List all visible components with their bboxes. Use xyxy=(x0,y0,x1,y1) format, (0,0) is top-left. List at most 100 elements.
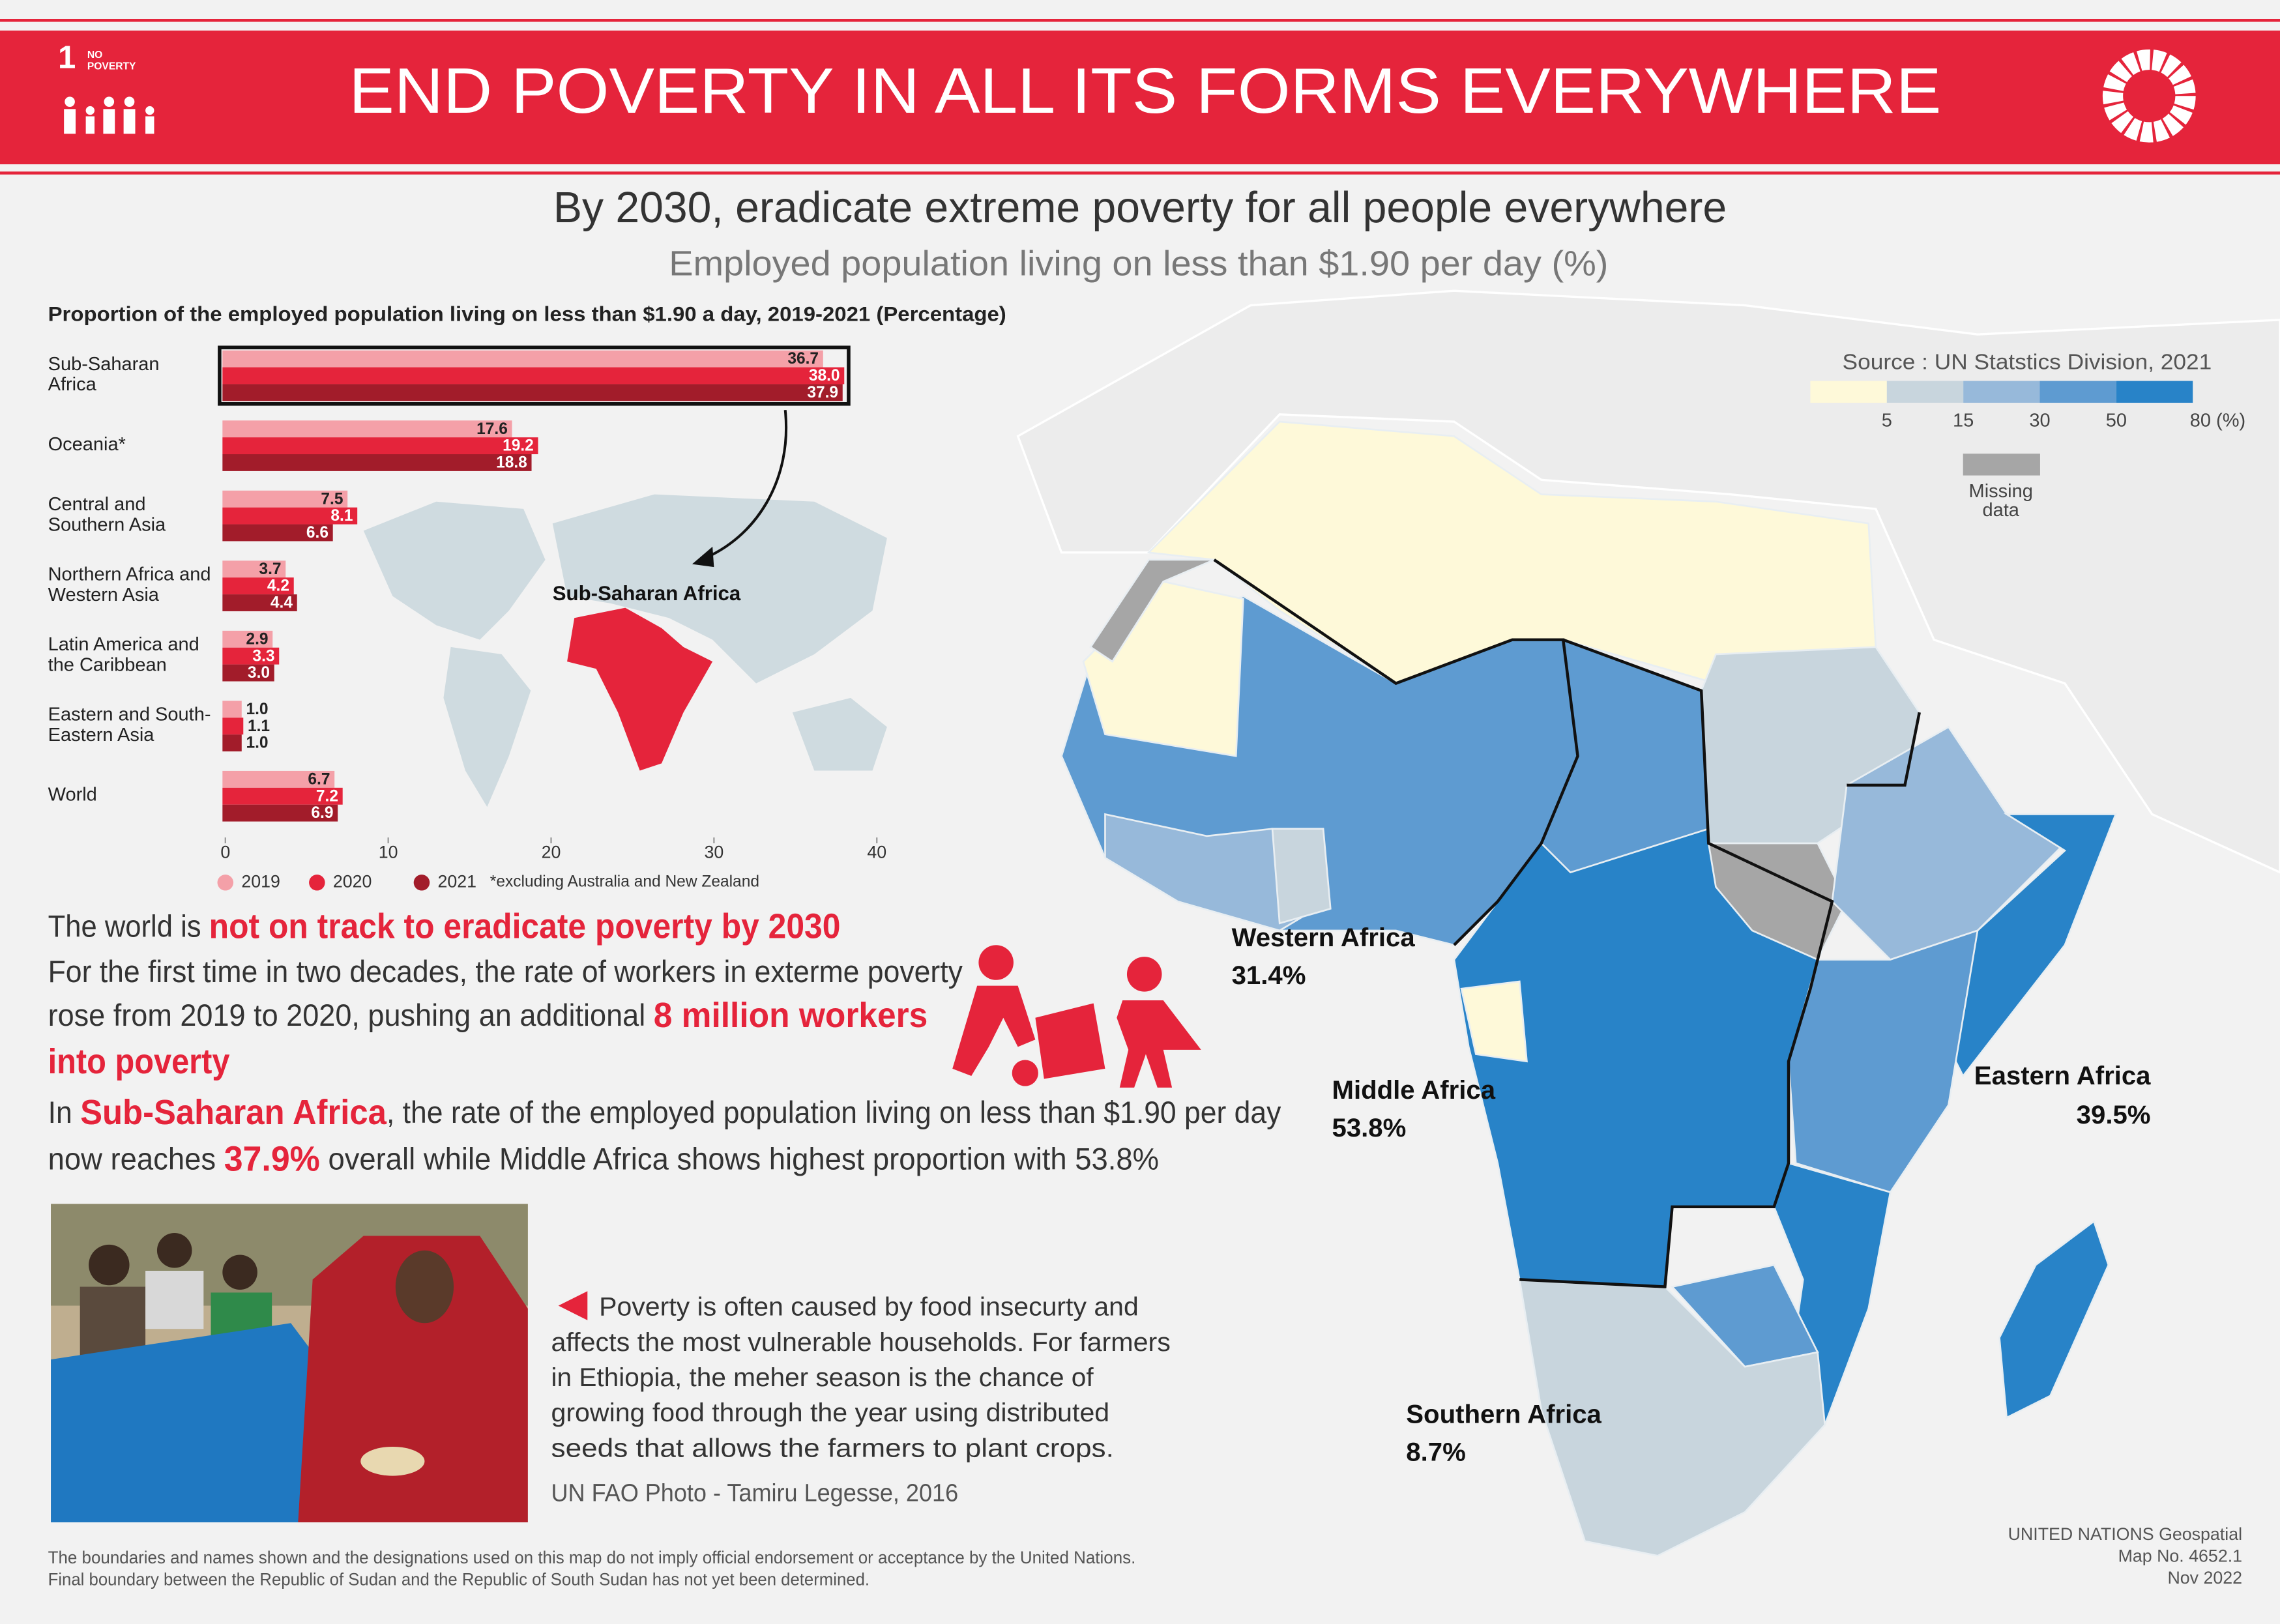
photo xyxy=(51,1204,528,1522)
caption-line: affects the most vulnerable households. … xyxy=(551,1327,1171,1357)
region-value: 53.8% xyxy=(1332,1113,1407,1142)
bar xyxy=(222,594,297,611)
value-label: 4.2 xyxy=(267,577,289,595)
bar xyxy=(222,560,286,578)
region-name: Western Africa xyxy=(1232,923,1416,952)
value-label: 8.1 xyxy=(330,507,353,525)
legend-swatch xyxy=(1963,381,2040,403)
map-source: Source : UN Statstics Division, 2021 xyxy=(1843,351,2212,375)
country xyxy=(1998,1219,2110,1419)
y-tick-label: Central and Southern Asia xyxy=(48,494,166,535)
country xyxy=(1787,929,1979,1194)
indicator-text: Employed population living on less than … xyxy=(669,244,1608,283)
arrow xyxy=(700,409,787,561)
header-title: END POVERTY IN ALL ITS FORMS EVERYWHERE xyxy=(349,55,1941,126)
goal-label: NO POVERTY xyxy=(87,50,136,72)
legend-swatch xyxy=(1886,381,1964,403)
africa-map xyxy=(1060,420,2117,1557)
bar xyxy=(222,770,335,788)
message-line: For the first time in two decades, the r… xyxy=(48,955,963,989)
region-value: 39.5% xyxy=(2077,1100,2151,1129)
message-highlight: 37.9% xyxy=(224,1140,320,1179)
legend-marker xyxy=(217,875,234,891)
message-highlight: 8 million workers xyxy=(654,996,928,1035)
bar xyxy=(222,664,274,682)
value-label: 1.0 xyxy=(246,701,268,718)
value-label: 1.0 xyxy=(246,734,268,752)
bar-chart: Sub-Saharan Africa 36.738.037.9 Oceania* 17.… xyxy=(48,345,886,891)
map-legend: 5 15 30 50 80 (%) Missing data xyxy=(1810,381,2245,521)
sdg-wheel xyxy=(2102,49,2196,143)
legend-swatch-missing xyxy=(1963,454,2040,476)
caption-line: Poverty is often caused by food insecurt… xyxy=(599,1292,1139,1322)
message-text: now reaches xyxy=(48,1142,224,1176)
highlight-box xyxy=(218,345,851,406)
target-text: By 2030, eradicate extreme poverty for a… xyxy=(553,183,1727,232)
disclaimer: The boundaries and names shown and the d… xyxy=(48,1548,1136,1567)
arrowhead xyxy=(692,546,714,568)
message-line: now reaches 37.9% overall while Middle A… xyxy=(48,1140,1159,1179)
caption-line: seeds that allows the farmers to plant c… xyxy=(551,1433,1114,1462)
legend-swatch xyxy=(2116,381,2193,403)
header-band xyxy=(0,30,2280,165)
y-tick-label: Sub-Saharan Africa xyxy=(48,354,160,395)
bar xyxy=(222,787,343,805)
value-label: 2.9 xyxy=(246,630,268,648)
legend-marker xyxy=(413,875,430,891)
message-text: overall while Middle Africa shows highes… xyxy=(320,1142,1159,1176)
region-name: Eastern Africa xyxy=(1974,1061,2151,1090)
headline-text: The world is xyxy=(48,910,209,944)
world-map xyxy=(363,494,887,807)
headline: The world is not on track to eradicate p… xyxy=(48,908,841,946)
value-label: 1.1 xyxy=(248,718,270,735)
message-text: For the first time in two decades, the r… xyxy=(48,955,963,989)
country xyxy=(1271,828,1332,925)
message-text: , the rate of the employed population li… xyxy=(387,1096,1281,1130)
bar xyxy=(222,420,512,438)
message-highlight: into poverty xyxy=(48,1043,230,1081)
legend-swatch xyxy=(2039,381,2116,403)
legend-label: 15 xyxy=(1953,411,1974,431)
value-label: 38.0 xyxy=(809,367,840,384)
value-label: 6.9 xyxy=(311,804,333,822)
region-value: 31.4% xyxy=(1232,961,1306,990)
y-tick-label: Northern Africa and Western Asia xyxy=(48,564,211,605)
bar xyxy=(222,524,333,542)
region-borders xyxy=(1213,558,1921,1288)
caption-marker xyxy=(558,1291,588,1320)
headline-highlight: not on track to eradicate poverty by 203… xyxy=(209,908,841,946)
bar xyxy=(222,734,242,752)
bar xyxy=(222,384,843,401)
map-callout: Sub-Saharan Africa xyxy=(553,582,741,605)
bar xyxy=(222,647,280,665)
bar xyxy=(222,367,845,384)
map-credit: Map No. 4652.1 xyxy=(2118,1546,2242,1566)
bar xyxy=(222,804,338,822)
value-label: 18.8 xyxy=(496,454,527,472)
bar xyxy=(222,577,294,595)
worker-icons xyxy=(952,945,1201,1088)
y-tick-label: Latin America and the Caribbean xyxy=(48,634,199,675)
world-map-africa xyxy=(567,607,713,771)
y-tick-label: Eastern and South-Eastern Asia xyxy=(48,704,211,745)
bar xyxy=(222,701,242,718)
value-label: 37.9 xyxy=(807,384,838,401)
bar xyxy=(222,454,532,471)
photo-credit: UN FAO Photo - Tamiru Legesse, 2016 xyxy=(551,1480,959,1507)
legend-label: 30 xyxy=(2029,411,2050,431)
y-tick-label: World xyxy=(48,785,97,805)
region-name: Southern Africa xyxy=(1406,1400,1601,1429)
bar xyxy=(222,507,358,525)
message-highlight: Sub-Saharan Africa xyxy=(80,1094,387,1132)
legend-label: 50 xyxy=(2106,411,2127,431)
legend-label: 2021 xyxy=(438,871,477,891)
x-tick-label: 30 xyxy=(704,843,723,862)
legend-label: 2020 xyxy=(333,871,372,891)
value-label: 7.5 xyxy=(321,490,343,508)
bar xyxy=(222,437,538,454)
chart-title: Proportion of the employed population li… xyxy=(48,302,1006,325)
x-tick-label: 40 xyxy=(867,843,886,862)
x-tick-label: 0 xyxy=(220,843,230,862)
